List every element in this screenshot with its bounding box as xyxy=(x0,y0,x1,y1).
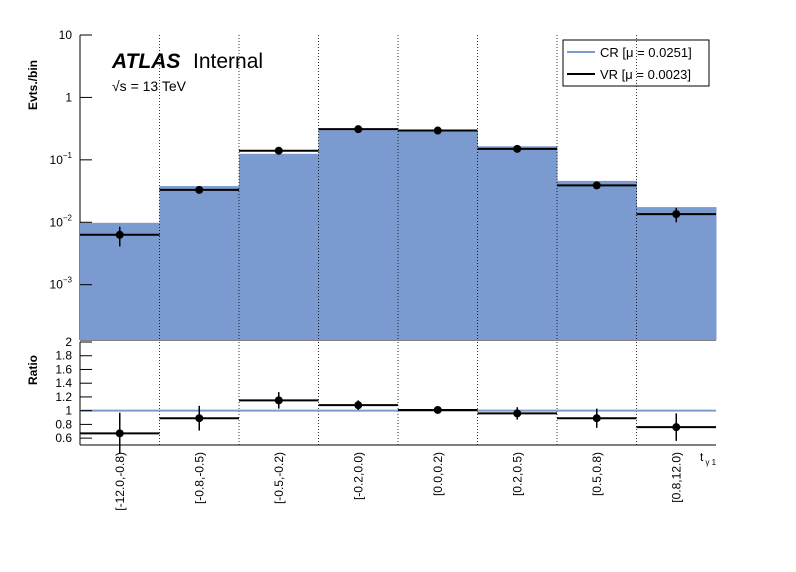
x-tick-label: [-0.2,0.0) xyxy=(351,452,365,500)
y-tick-label: 1.2 xyxy=(55,390,72,404)
histogram-bar xyxy=(477,146,558,340)
y-tick-label-base: 10 xyxy=(50,278,64,292)
energy-label: √s = 13 TeV xyxy=(112,78,187,94)
histogram-bar xyxy=(636,207,717,340)
legend-label: CR [μ = 0.0251] xyxy=(600,45,692,60)
x-tick-label: [-0.8,-0.5) xyxy=(192,452,206,504)
y-tick-label: 1.6 xyxy=(55,362,72,376)
y-tick-label-exponent: −2 xyxy=(63,213,73,222)
data-point xyxy=(274,396,283,405)
x-tick-label: [0.8,12.0) xyxy=(669,452,683,503)
y-tick-label-exponent: −1 xyxy=(63,151,73,160)
x-tick-label: [-0.5,-0.2) xyxy=(272,452,286,504)
x-tick-label: [0.0,0.2) xyxy=(431,452,445,496)
y-tick-label: 0.8 xyxy=(55,417,72,431)
x-tick-label: [0.2,0.5) xyxy=(510,452,524,496)
status-label: Internal xyxy=(193,50,263,73)
y-tick-label-exponent: −3 xyxy=(63,276,73,285)
histogram-bar xyxy=(159,186,240,340)
data-point xyxy=(513,144,522,153)
y-tick-label: 10−3 xyxy=(50,276,73,292)
data-point xyxy=(592,414,601,423)
histogram-bar xyxy=(318,130,399,340)
data-point xyxy=(354,125,363,134)
y-tick-label: 10−1 xyxy=(50,151,73,167)
y-tick-label-base: 10 xyxy=(50,153,64,167)
y-tick-label: 1.8 xyxy=(55,349,72,363)
y-tick-label: 10−2 xyxy=(50,213,73,229)
data-point xyxy=(513,409,522,418)
y-axis-label: Evts./bin xyxy=(26,60,40,110)
data-point xyxy=(195,414,204,423)
data-point xyxy=(195,185,204,194)
data-point xyxy=(592,181,601,190)
data-point xyxy=(115,230,124,239)
x-axis-label-sub: γ 1 xyxy=(705,458,716,467)
y-tick-label: 1 xyxy=(65,90,72,104)
data-point xyxy=(115,429,124,438)
histogram-bar xyxy=(398,130,478,340)
y-tick-label: 10 xyxy=(59,28,73,42)
data-point xyxy=(354,401,363,410)
x-tick-label: [-12.0,-0.8) xyxy=(113,452,127,511)
x-tick-label: [0.5,0.8) xyxy=(590,452,604,496)
histogram-bar xyxy=(239,153,319,340)
y-tick-label: 1 xyxy=(65,404,72,418)
legend-label: VR [μ = 0.0023] xyxy=(600,67,691,82)
data-point xyxy=(433,405,442,414)
y-tick-label: 0.6 xyxy=(55,431,72,445)
y-tick-label: 2 xyxy=(65,335,72,349)
y-tick-label-base: 10 xyxy=(50,215,64,229)
legend xyxy=(562,39,710,87)
x-axis-label-main: t xyxy=(700,450,704,464)
experiment-label: ATLAS xyxy=(111,50,180,73)
data-point xyxy=(672,210,681,219)
data-point xyxy=(672,423,681,432)
data-point xyxy=(433,126,442,135)
histogram-bar xyxy=(557,180,637,340)
data-point xyxy=(274,146,283,155)
ratio-axis-label: Ratio xyxy=(26,355,40,385)
y-tick-label: 1.4 xyxy=(55,376,72,390)
